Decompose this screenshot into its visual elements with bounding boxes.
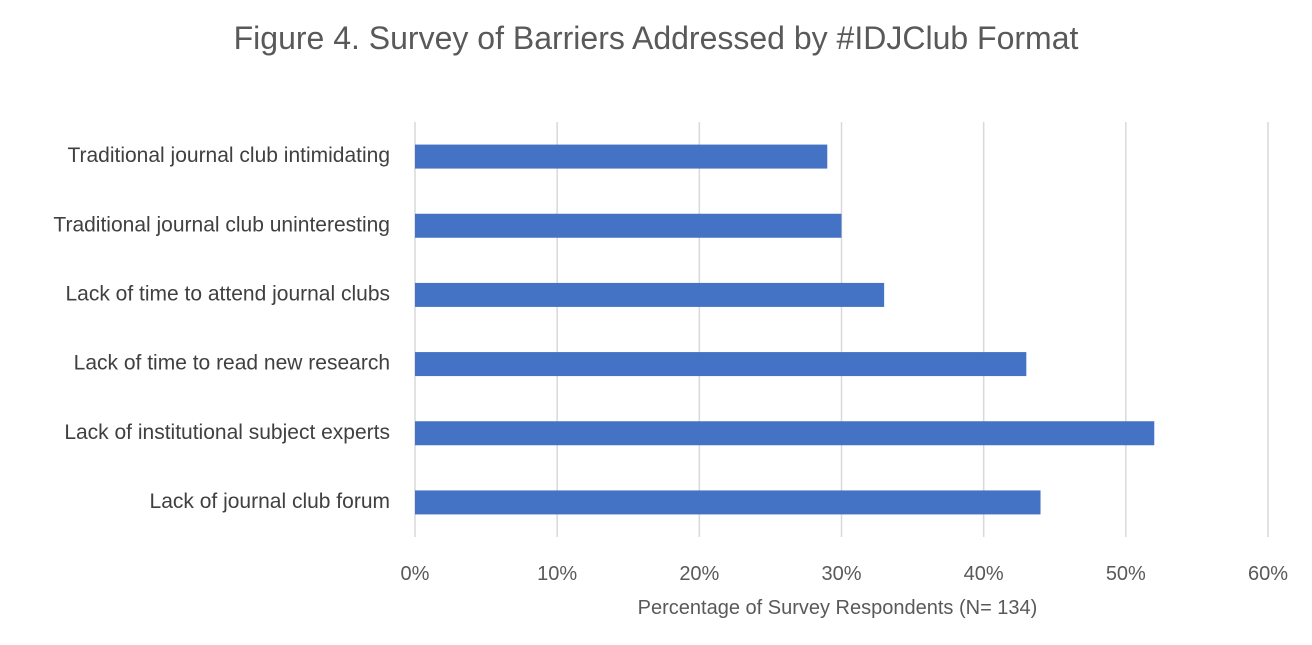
category-label: Lack of journal club forum [150, 490, 390, 513]
category-label: Lack of time to read new research [74, 352, 390, 375]
category-labels: Traditional journal club intimidating Tra… [53, 144, 390, 513]
x-tick-label: 10% [537, 563, 577, 585]
bar [415, 213, 842, 238]
x-tick-label: 50% [1106, 563, 1146, 585]
category-label: Traditional journal club intimidating [67, 144, 390, 167]
category-label: Lack of institutional subject experts [64, 421, 390, 444]
gridlines [414, 122, 1269, 537]
category-label: Traditional journal club uninteresting [53, 213, 390, 236]
bars [415, 144, 1155, 515]
x-tick-label: 40% [964, 563, 1004, 585]
bar [415, 144, 828, 169]
x-tick-label: 0% [401, 563, 430, 585]
bar [415, 352, 1027, 377]
x-axis-title: Percentage of Survey Respondents (N= 134… [638, 597, 1038, 619]
chart-title: Figure 4. Survey of Barriers Addressed b… [233, 20, 1079, 56]
bar [415, 282, 885, 307]
x-tick-label: 20% [679, 563, 719, 585]
category-label: Lack of time to attend journal clubs [65, 282, 390, 305]
x-tick-label: 30% [821, 563, 861, 585]
bar [415, 421, 1155, 446]
x-tick-labels: 0% 10% 20% 30% 40% 50% 60% [401, 563, 1289, 585]
bar [415, 490, 1041, 515]
x-tick-label: 60% [1248, 563, 1288, 585]
